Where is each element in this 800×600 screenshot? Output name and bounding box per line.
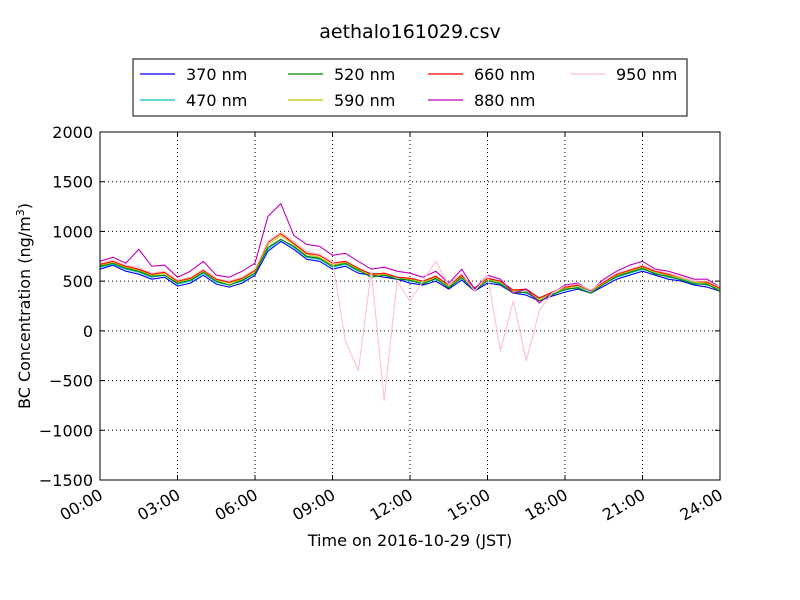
legend-box [132, 58, 688, 117]
legend-label: 470 nm [186, 91, 247, 110]
series-line-590-nm [99, 234, 721, 300]
series-line-370-nm [99, 240, 721, 302]
y-tick-label: 1500 [52, 173, 93, 192]
y-tick-label: −1500 [39, 471, 93, 490]
y-tick-label: −1000 [39, 421, 93, 440]
series-line-520-nm [99, 238, 721, 302]
legend-label: 660 nm [474, 65, 535, 84]
y-axis-label-main: BC Concentration (ng/m [15, 216, 34, 409]
chart-title: aethalo161029.csv [319, 21, 501, 43]
y-tick-label: 500 [62, 272, 93, 291]
series-line-470-nm [99, 238, 721, 300]
x-axis-label: Time on 2016-10-29 (JST) [307, 531, 512, 550]
legend-label: 880 nm [474, 91, 535, 110]
y-axis-label-superscript: 3 [14, 209, 27, 216]
y-tick-label: 2000 [52, 123, 93, 142]
y-axis-label: BC Concentration (ng/m3) [14, 203, 34, 409]
legend-label: 950 nm [616, 65, 677, 84]
legend-label: 590 nm [334, 91, 395, 110]
y-axis-label-close: ) [15, 203, 34, 209]
y-tick-label: −500 [49, 372, 93, 391]
legend-label: 370 nm [186, 65, 247, 84]
y-tick-label: 0 [83, 322, 93, 341]
series-line-950-nm [99, 231, 721, 402]
legend: 370 nm 470 nm 520 nm 590 nm 660 nm 880 nm 950 … [132, 58, 688, 117]
legend-label: 520 nm [334, 65, 395, 84]
y-tick-label: 1000 [52, 222, 93, 241]
series-line-880-nm [99, 203, 721, 304]
series-lines [99, 203, 721, 402]
series-line-660-nm [99, 232, 721, 299]
